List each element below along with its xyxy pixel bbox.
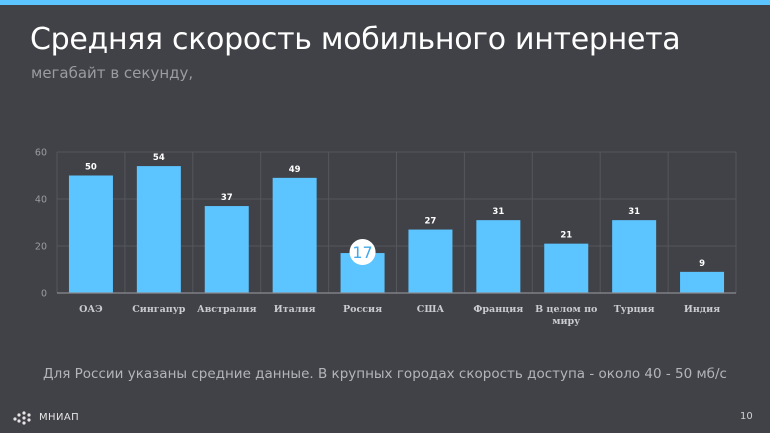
bar-value-label: 50	[85, 163, 97, 173]
y-tick-label: 60	[35, 148, 47, 159]
x-category-label: Франция	[473, 304, 523, 315]
top-accent-bar	[0, 0, 770, 5]
y-tick-label: 40	[35, 195, 47, 206]
x-category-label-line: В целом по	[535, 304, 597, 315]
x-category-label: В целом по миру	[535, 304, 597, 327]
bar	[612, 220, 657, 293]
x-category-label-line: миру	[552, 316, 580, 327]
bar-value-label: 17	[352, 243, 372, 262]
bar	[272, 177, 317, 293]
bar-value-label: 54	[153, 153, 165, 163]
x-category-label: Индия	[684, 304, 720, 315]
highlight-circle	[349, 239, 376, 266]
bar-chart: 0 20 40 60 50 ОАЭ 54 Сингапур 37 Австралия 49 Итали…	[35, 148, 737, 327]
x-category-label-line: Россия	[343, 304, 382, 315]
bar-value-label: 37	[221, 193, 233, 203]
slide-title: Средняя скорость мобильного интернета	[30, 22, 681, 57]
x-category-label-line: Турция	[614, 304, 655, 315]
x-category-label: Россия	[343, 304, 382, 315]
y-tick-label: 0	[41, 289, 47, 300]
bar-value-label: 49	[289, 165, 301, 175]
bar-value-label: 27	[425, 217, 437, 227]
footnote: Для России указаны средние данные. В кру…	[43, 366, 727, 382]
bar	[136, 166, 181, 293]
bar-value-label: 9	[699, 259, 705, 269]
bar	[204, 206, 249, 293]
x-category-label-line: Франция	[473, 304, 523, 315]
x-category-label: США	[417, 304, 445, 315]
bar-value-label: 31	[628, 207, 640, 217]
page-number: 10	[740, 411, 753, 422]
y-tick-label: 20	[35, 242, 47, 253]
bar-value-label: 31	[492, 207, 504, 217]
logo: МНИАП	[12, 407, 79, 427]
logo-icon	[13, 411, 31, 425]
bar	[408, 229, 453, 293]
x-category-label-line: США	[417, 304, 445, 315]
bar-value-label: 21	[560, 231, 572, 241]
x-category-label-line: Австралия	[197, 304, 257, 315]
bar	[680, 271, 725, 293]
bar	[68, 175, 113, 293]
x-category-label-line: ОАЭ	[79, 304, 103, 315]
x-category-label-line: Сингапур	[132, 304, 186, 315]
x-category-label: ОАЭ	[79, 304, 103, 315]
bar	[476, 220, 521, 293]
x-category-label-line: Италия	[274, 304, 316, 315]
slide-subtitle: мегабайт в секунду,	[31, 64, 194, 82]
x-category-label: Сингапур	[132, 304, 186, 315]
x-category-label: Турция	[614, 304, 655, 315]
x-category-label-line: Индия	[684, 304, 720, 315]
logo-text: МНИАП	[39, 411, 79, 423]
bar	[544, 243, 589, 293]
x-category-label: Италия	[274, 304, 316, 315]
x-category-label: Австралия	[197, 304, 257, 315]
